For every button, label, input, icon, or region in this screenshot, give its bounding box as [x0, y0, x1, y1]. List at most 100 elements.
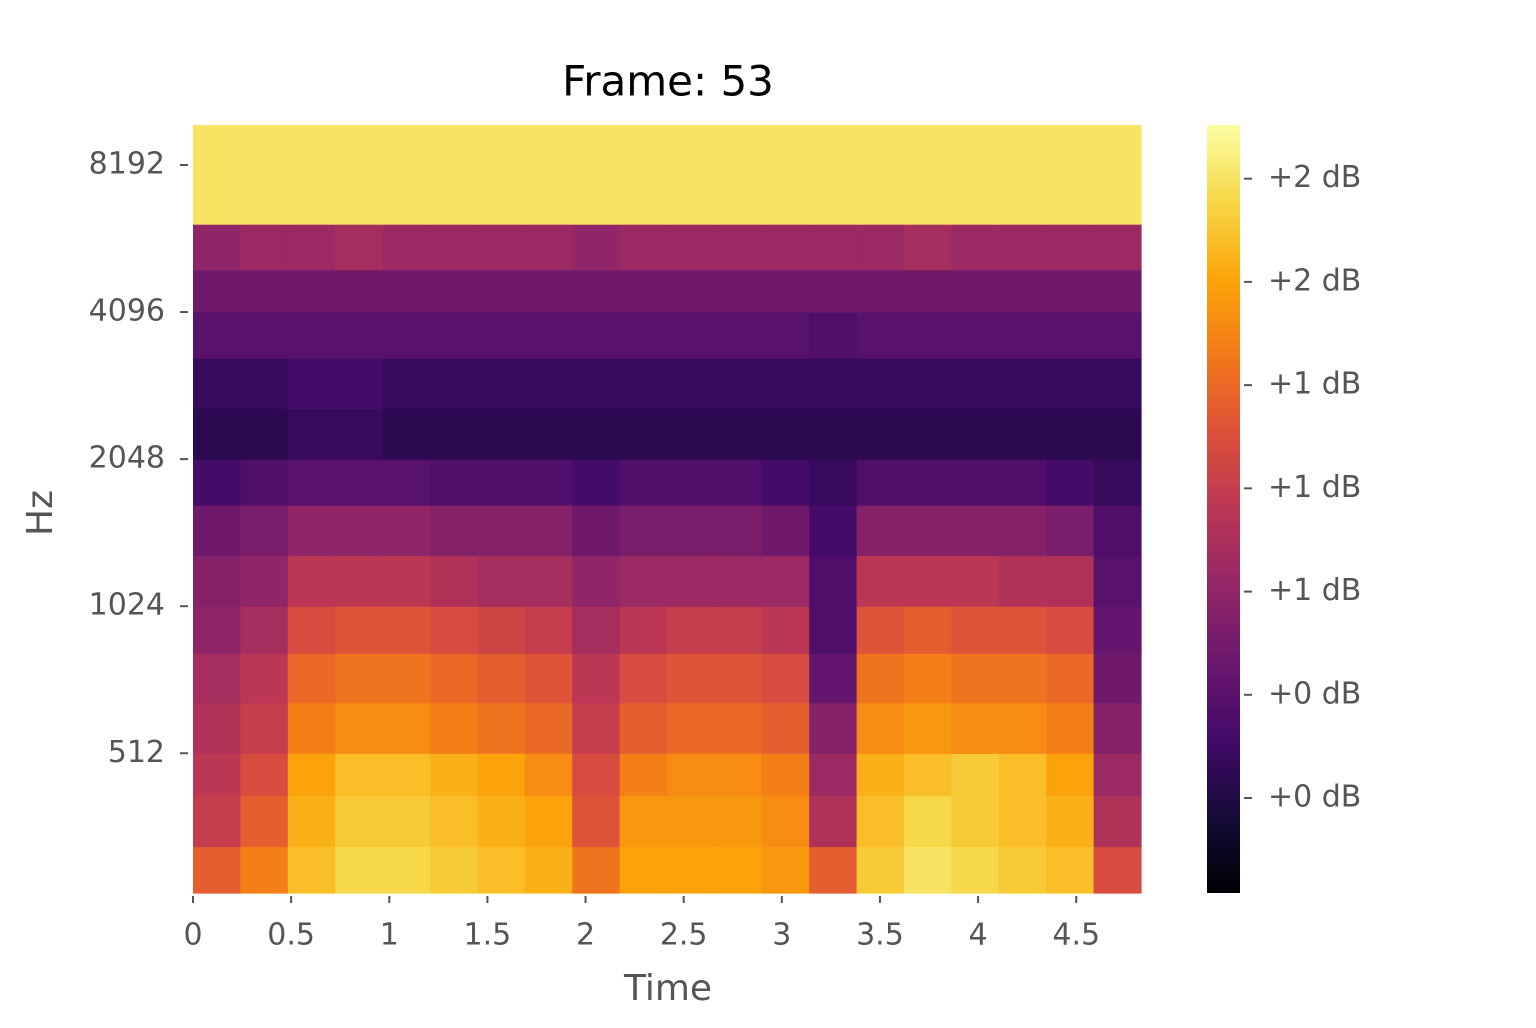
- heatmap-cell: [714, 459, 763, 506]
- heatmap-cell: [667, 269, 715, 313]
- heatmap-cell: [335, 702, 384, 754]
- heatmap-cell: [430, 555, 478, 607]
- heatmap-cell: [667, 459, 715, 506]
- x-tick-label: 1: [380, 918, 399, 953]
- heatmap-cell: [524, 846, 573, 894]
- heatmap-cell: [477, 408, 526, 460]
- heatmap-cell: [809, 459, 858, 506]
- heatmap-cell: [477, 702, 526, 754]
- heatmap-cell: [524, 606, 573, 654]
- heatmap-cell: [335, 555, 384, 607]
- y-tick-label: 4096: [89, 294, 165, 329]
- heatmap-cell: [619, 702, 668, 754]
- heatmap-cell: [287, 408, 336, 460]
- heatmap-cell: [382, 269, 431, 313]
- heatmap-cell: [998, 312, 1047, 359]
- heatmap-cell: [809, 312, 858, 359]
- heatmap-cell: [240, 653, 289, 704]
- x-tick-label: 0: [183, 918, 202, 953]
- heatmap-cell: [761, 555, 810, 607]
- heatmap-cell: [477, 846, 526, 894]
- y-tick-label: 512: [108, 735, 165, 770]
- heatmap-cell: [761, 753, 810, 796]
- heatmap-cell: [809, 606, 858, 654]
- heatmap-cell: [904, 357, 952, 410]
- heatmap-cell: [619, 125, 668, 225]
- heatmap-cell: [714, 504, 763, 557]
- heatmap-cell: [382, 846, 431, 894]
- heatmap-cell: [572, 269, 621, 313]
- heatmap-cell: [856, 312, 905, 359]
- heatmap-cell: [714, 555, 763, 607]
- heatmap-cell: [430, 606, 478, 654]
- heatmap-cell: [382, 555, 431, 607]
- heatmap-cell: [761, 795, 810, 848]
- heatmap-cell: [1093, 224, 1142, 271]
- heatmap-cell: [998, 846, 1047, 894]
- heatmap-cell: [904, 459, 952, 506]
- heatmap-cell: [1093, 846, 1142, 894]
- heatmap-cell: [430, 459, 478, 506]
- heatmap-cell: [335, 357, 384, 410]
- heatmap-cell: [619, 312, 668, 359]
- y-tick-label: 2048: [89, 441, 165, 476]
- heatmap-cell: [809, 408, 858, 460]
- heatmap-cell: [572, 702, 621, 754]
- heatmap-cell: [904, 555, 952, 607]
- heatmap-cell: [951, 504, 1000, 557]
- heatmap-cell: [809, 357, 858, 410]
- heatmap-cell: [240, 224, 289, 271]
- heatmap-cell: [809, 125, 858, 225]
- heatmap-cell: [761, 653, 810, 704]
- heatmap-cell: [761, 504, 810, 557]
- heatmap-cell: [382, 357, 431, 410]
- heatmap-cell: [714, 702, 763, 754]
- colorbar-tick-label: +1 dB: [1268, 470, 1361, 505]
- heatmap-cell: [951, 125, 1000, 225]
- heatmap-cell: [193, 702, 241, 754]
- heatmap-cell: [193, 795, 241, 848]
- heatmap-cell: [998, 357, 1047, 410]
- heatmap-cell: [287, 606, 336, 654]
- heatmap-cell: [477, 459, 526, 506]
- heatmap-cell: [287, 555, 336, 607]
- heatmap-cell: [1046, 702, 1095, 754]
- heatmap-cell: [572, 504, 621, 557]
- heatmap-cell: [619, 555, 668, 607]
- heatmap-cell: [524, 269, 573, 313]
- heatmap-cell: [193, 125, 241, 225]
- heatmap-cell: [477, 653, 526, 704]
- heatmap-cell: [904, 504, 952, 557]
- heatmap-cell: [619, 504, 668, 557]
- heatmap-cell: [240, 504, 289, 557]
- heatmap-cell: [667, 653, 715, 704]
- heatmap-cell: [1046, 653, 1095, 704]
- heatmap-cell: [193, 606, 241, 654]
- heatmap-cell: [240, 357, 289, 410]
- heatmap-cell: [477, 269, 526, 313]
- heatmap-cell: [1046, 753, 1095, 796]
- heatmap-cell: [904, 312, 952, 359]
- heatmap-cell: [335, 125, 384, 225]
- heatmap-cell: [572, 125, 621, 225]
- heatmap-cell: [1046, 459, 1095, 506]
- y-axis-label: Hz: [20, 490, 61, 536]
- heatmap-cell: [477, 125, 526, 225]
- heatmap-cell: [761, 269, 810, 313]
- heatmap-cell: [477, 555, 526, 607]
- heatmap-cell: [335, 459, 384, 506]
- heatmap-cell: [856, 846, 905, 894]
- heatmap-cell: [951, 408, 1000, 460]
- heatmap-cell: [382, 653, 431, 704]
- heatmap-cell: [240, 269, 289, 313]
- heatmap-cell: [714, 408, 763, 460]
- heatmap-cell: [524, 555, 573, 607]
- heatmap-cell: [809, 269, 858, 313]
- heatmap-cell: [809, 653, 858, 704]
- heatmap-cell: [761, 125, 810, 225]
- heatmap-cell: [761, 408, 810, 460]
- heatmap-cell: [572, 653, 621, 704]
- heatmap-cell: [1093, 459, 1142, 506]
- heatmap-cell: [1046, 357, 1095, 410]
